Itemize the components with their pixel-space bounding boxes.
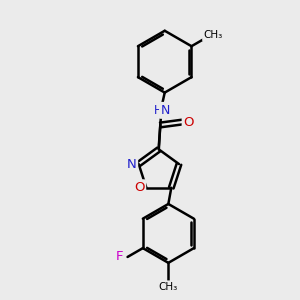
Text: CH₃: CH₃ [204,30,223,40]
Text: CH₃: CH₃ [159,282,178,292]
Text: H: H [154,104,163,117]
Text: N: N [126,158,136,171]
Text: O: O [184,116,194,128]
Text: F: F [116,250,123,263]
Text: O: O [134,181,144,194]
Text: N: N [161,104,170,117]
